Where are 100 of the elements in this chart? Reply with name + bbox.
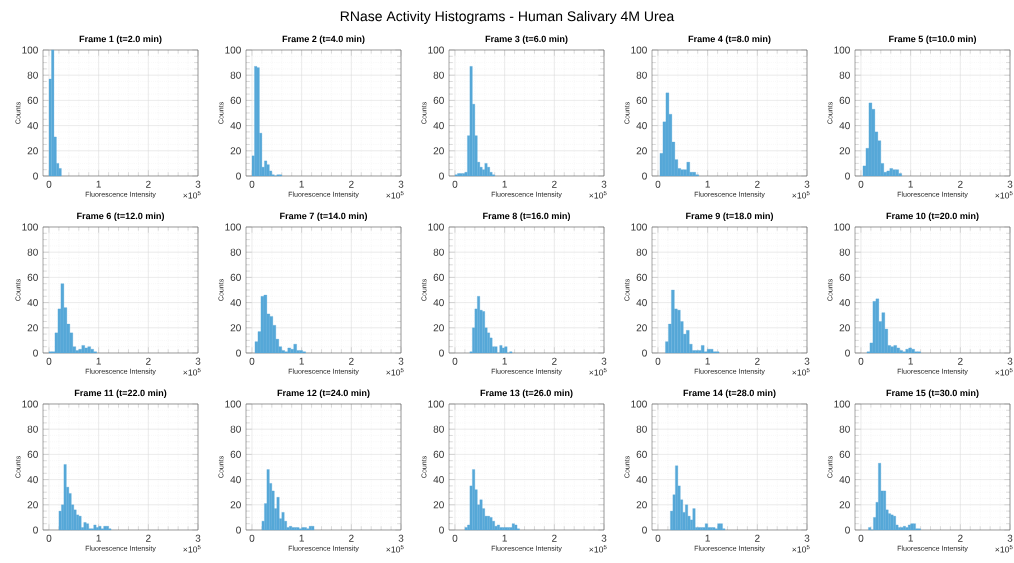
y-tick-label: 80: [839, 71, 850, 79]
y-tick-label: 20: [230, 147, 241, 155]
x-tick-label: 3: [601, 534, 607, 542]
y-tick-label: 20: [433, 324, 444, 332]
y-tick-label: 0: [642, 172, 647, 180]
y-tick-label: 80: [230, 71, 241, 79]
y-tick-label: 40: [27, 476, 38, 484]
y-tick-label: 40: [839, 299, 850, 307]
chart-title: Frame 10 (t=20.0 min): [886, 212, 979, 221]
x-tick-label: 1: [502, 534, 507, 542]
y-tick-label: 60: [27, 96, 38, 104]
x-tick-label: 3: [398, 534, 404, 542]
chart-title: Frame 4 (t=8.0 min): [688, 35, 771, 44]
text: ×10$^{5}$: [183, 544, 201, 553]
y-tick-label: 40: [839, 122, 850, 130]
y-tick-label: 40: [230, 122, 241, 130]
x-tick-label: 1: [299, 357, 304, 365]
x-tick-label: 3: [1007, 180, 1013, 188]
x-tick-label: 3: [195, 180, 201, 188]
text: RNase Activity Histograms - Human Salivary 4M Urea: [340, 10, 675, 24]
y-tick-label: 40: [230, 476, 241, 484]
y-tick-label: 100: [22, 400, 38, 408]
x-tick-label: 1: [299, 180, 304, 188]
x-tick-label: 1: [502, 357, 507, 365]
y-tick-label: 0: [439, 526, 444, 534]
y-tick-label: 80: [230, 248, 241, 256]
chart-title: Frame 1 (t=2.0 min): [79, 35, 162, 44]
y-tick-label: 0: [236, 172, 241, 180]
x-tick-label: 3: [601, 180, 607, 188]
x-tick-label: 1: [705, 357, 710, 365]
y-tick-label: 20: [230, 501, 241, 509]
y-tick-label: 60: [27, 450, 38, 458]
y-tick-label: 100: [428, 223, 444, 231]
y-tick-label: 0: [236, 349, 241, 357]
x-tick-label: 3: [195, 357, 201, 365]
x-tick-label: 2: [146, 180, 151, 188]
y-tick-label: 100: [225, 223, 241, 231]
x-tick-label: 1: [96, 357, 101, 365]
chart-title: Frame 3 (t=6.0 min): [485, 35, 568, 44]
x-tick-label: 1: [705, 180, 710, 188]
x-tick-label: 3: [1007, 357, 1013, 365]
text: ×10$^{5}$: [386, 544, 404, 553]
x-tick-label: 0: [655, 180, 661, 188]
x-tick-label: 1: [908, 534, 913, 542]
y-tick-label: 100: [834, 223, 850, 231]
x-tick-label: 2: [349, 180, 354, 188]
x-tick-label: 2: [958, 534, 963, 542]
chart-title: Frame 14 (t=28.0 min): [683, 389, 776, 398]
x-tick-label: 2: [146, 357, 151, 365]
chart-title: Frame 12 (t=24.0 min): [277, 389, 370, 398]
y-tick-label: 20: [636, 324, 647, 332]
y-tick-label: 80: [433, 248, 444, 256]
chart-title: Frame 9 (t=18.0 min): [686, 212, 774, 221]
x-tick-label: 3: [804, 180, 810, 188]
y-tick-label: 20: [27, 147, 38, 155]
text: ×10$^{5}$: [995, 190, 1013, 199]
text: ×10$^{5}$: [995, 544, 1013, 553]
y-tick-label: 60: [636, 450, 647, 458]
y-tick-label: 20: [839, 324, 850, 332]
x-tick-label: 2: [755, 357, 760, 365]
chart-title: Frame 7 (t=14.0 min): [280, 212, 368, 221]
y-tick-label: 60: [636, 273, 647, 281]
x-tick-label: 2: [755, 180, 760, 188]
x-tick-label: 1: [96, 534, 101, 542]
x-tick-label: 3: [398, 357, 404, 365]
chart-title: Frame 15 (t=30.0 min): [886, 389, 979, 398]
x-tick-label: 2: [552, 534, 557, 542]
x-tick-label: 0: [249, 534, 255, 542]
x-tick-label: 0: [858, 180, 864, 188]
x-tick-label: 1: [705, 534, 710, 542]
y-tick-label: 0: [845, 172, 850, 180]
y-tick-label: 100: [631, 46, 647, 54]
y-tick-label: 40: [433, 476, 444, 484]
y-tick-label: 20: [636, 147, 647, 155]
x-tick-label: 2: [552, 180, 557, 188]
x-tick-label: 2: [349, 534, 354, 542]
x-tick-label: 2: [755, 534, 760, 542]
y-tick-label: 40: [636, 299, 647, 307]
y-tick-label: 60: [839, 96, 850, 104]
y-tick-label: 20: [636, 501, 647, 509]
y-tick-label: 20: [230, 324, 241, 332]
x-tick-label: 1: [96, 180, 101, 188]
y-tick-label: 40: [27, 299, 38, 307]
y-tick-label: 40: [27, 122, 38, 130]
x-tick-label: 2: [146, 534, 151, 542]
y-tick-label: 80: [433, 425, 444, 433]
y-tick-label: 80: [27, 425, 38, 433]
y-tick-label: 60: [433, 273, 444, 281]
x-tick-label: 0: [46, 180, 52, 188]
chart-title: Frame 6 (t=12.0 min): [77, 212, 165, 221]
text: ×10$^{5}$: [995, 367, 1013, 376]
text: ×10$^{5}$: [792, 544, 810, 553]
text: ×10$^{5}$: [792, 190, 810, 199]
y-tick-label: 80: [636, 248, 647, 256]
y-tick-label: 100: [22, 223, 38, 231]
x-tick-label: 3: [804, 357, 810, 365]
x-tick-label: 1: [908, 357, 913, 365]
chart-title: Frame 8 (t=16.0 min): [483, 212, 571, 221]
y-tick-label: 20: [433, 501, 444, 509]
chart-title: Frame 13 (t=26.0 min): [480, 389, 573, 398]
